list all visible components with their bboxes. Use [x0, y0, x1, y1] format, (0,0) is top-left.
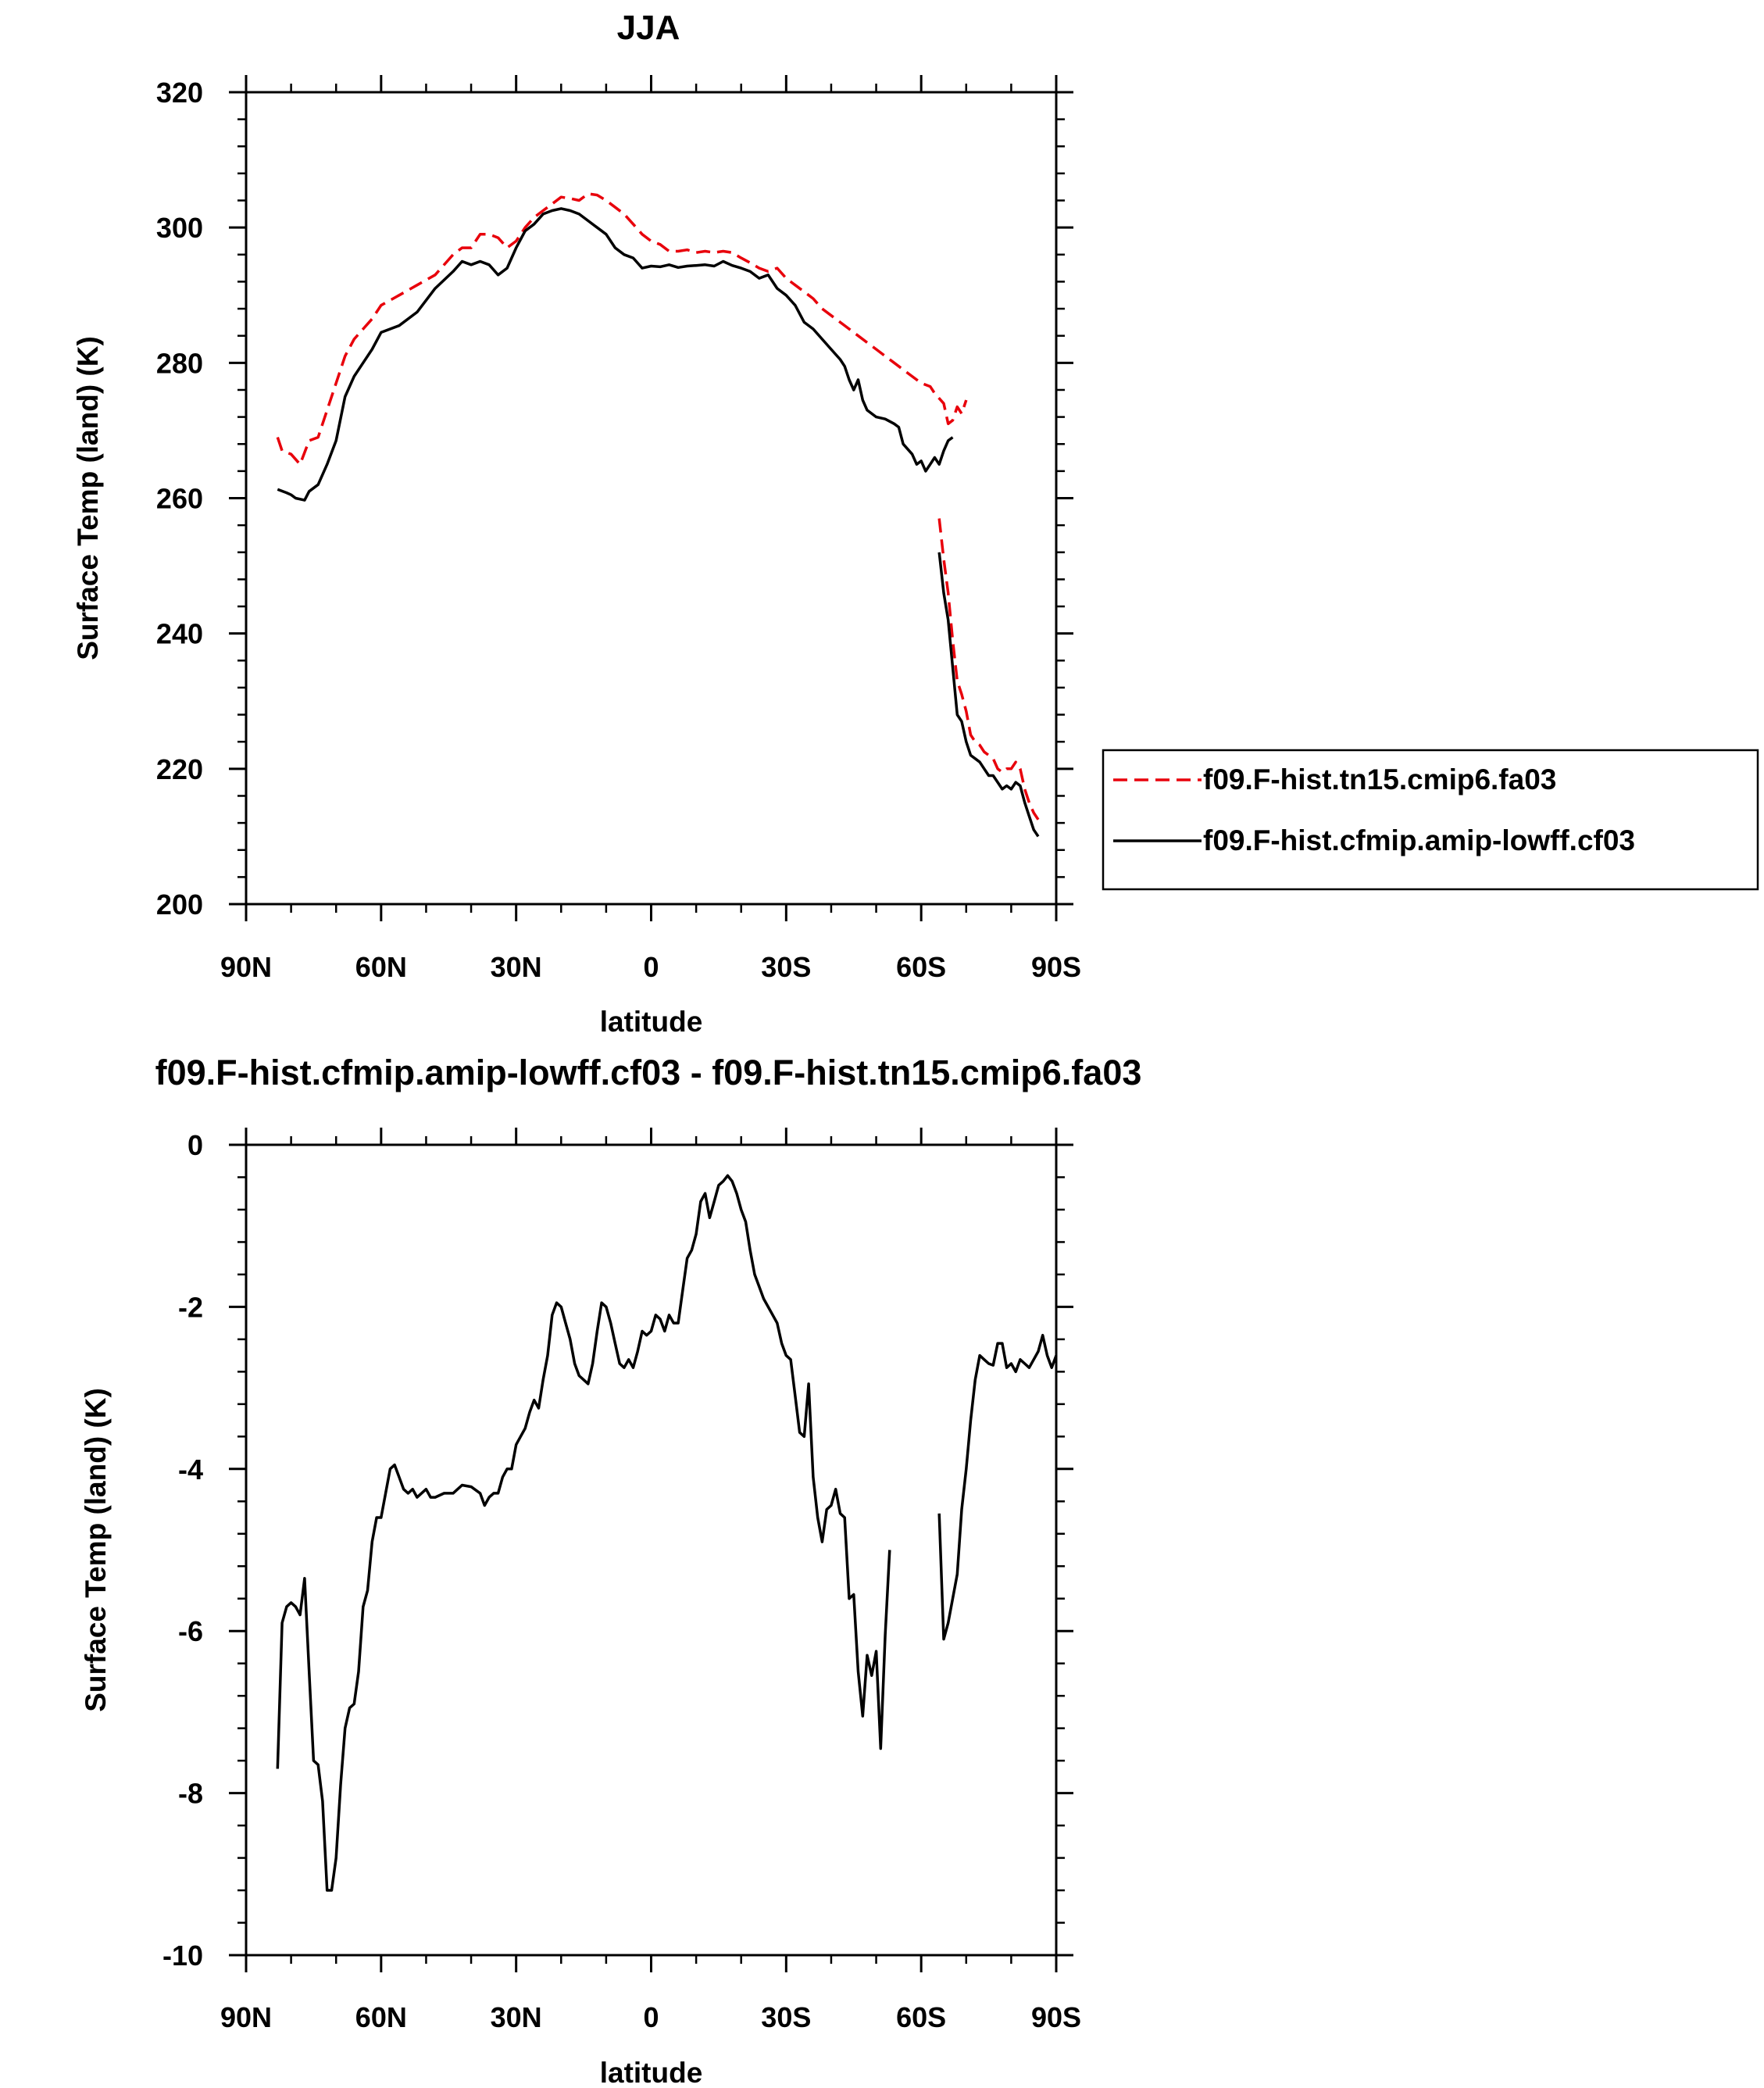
plot-frame: [245, 91, 1058, 906]
y-tick-label: 220: [156, 753, 203, 785]
series-line-1-segment-0: [277, 207, 954, 502]
y-axis-label: Surface Temp (land) (K): [80, 1388, 112, 1712]
x-tick-label: 90S: [1031, 2001, 1081, 2033]
series-line-1-segment-1: [937, 552, 1040, 838]
x-tick-label: 90S: [1031, 951, 1081, 983]
x-tick-label: 60N: [355, 2001, 407, 2033]
x-tick-label: 0: [643, 951, 659, 983]
x-axis-label: latitude: [600, 1006, 703, 1038]
y-tick-label: 0: [187, 1129, 203, 1161]
legend: f09.F-hist.tn15.cmip6.fa03 f09.F-hist.cfm…: [1102, 749, 1759, 891]
series-line-0-segment-0: [276, 192, 968, 466]
legend-box: [1102, 749, 1759, 891]
chart-title: f09.F-hist.cfmip.amip-lowff.cf03 - f09.F…: [155, 1053, 1142, 1092]
x-tick-label: 30N: [491, 951, 542, 983]
y-tick-label: 280: [156, 347, 203, 379]
y-tick-label: -2: [178, 1291, 203, 1323]
legend-label-1: f09.F-hist.cfmip.amip-lowff.cf03: [1203, 824, 1635, 856]
x-axis-label: latitude: [600, 2057, 703, 2088]
x-tick-label: 0: [643, 2001, 659, 2033]
y-axis-label: Surface Temp (land) (K): [72, 336, 104, 660]
x-tick-label: 30S: [761, 951, 811, 983]
y-tick-label: 200: [156, 888, 203, 921]
bottom-panel: f09.F-hist.cfmip.amip-lowff.cf03 - f09.F…: [80, 1053, 1141, 2088]
series-line-0-segment-1: [937, 1333, 1058, 1641]
y-tick-label: 260: [156, 483, 203, 515]
top-panel: JJA 90N 60N 30N 0 30S 60S 90S 320 300 280 260 240 220…: [72, 9, 1759, 1038]
y-tick-label: 300: [156, 212, 203, 244]
y-tick-label: 320: [156, 77, 203, 109]
y-tick-label: -8: [178, 1778, 203, 1810]
x-tick-label: 60S: [896, 951, 946, 983]
series-line-0-segment-1: [937, 518, 1040, 821]
x-tick-label: 30N: [491, 2001, 542, 2033]
y-tick-label: -10: [162, 1940, 203, 1972]
y-tick-label: -6: [178, 1615, 203, 1647]
x-tick-label: 60N: [355, 951, 407, 983]
y-tick-label: 240: [156, 618, 203, 650]
y-tick-label: -4: [178, 1453, 203, 1486]
x-tick-label: 60S: [896, 2001, 946, 2033]
x-tick-label: 90N: [220, 951, 272, 983]
legend-label-0: f09.F-hist.tn15.cmip6.fa03: [1203, 763, 1556, 796]
chart-title: JJA: [617, 9, 680, 47]
series-line-0-segment-0: [276, 1174, 891, 1892]
plot-frame: [245, 1143, 1058, 1957]
x-tick-label: 30S: [761, 2001, 811, 2033]
x-tick-label: 90N: [220, 2001, 272, 2033]
